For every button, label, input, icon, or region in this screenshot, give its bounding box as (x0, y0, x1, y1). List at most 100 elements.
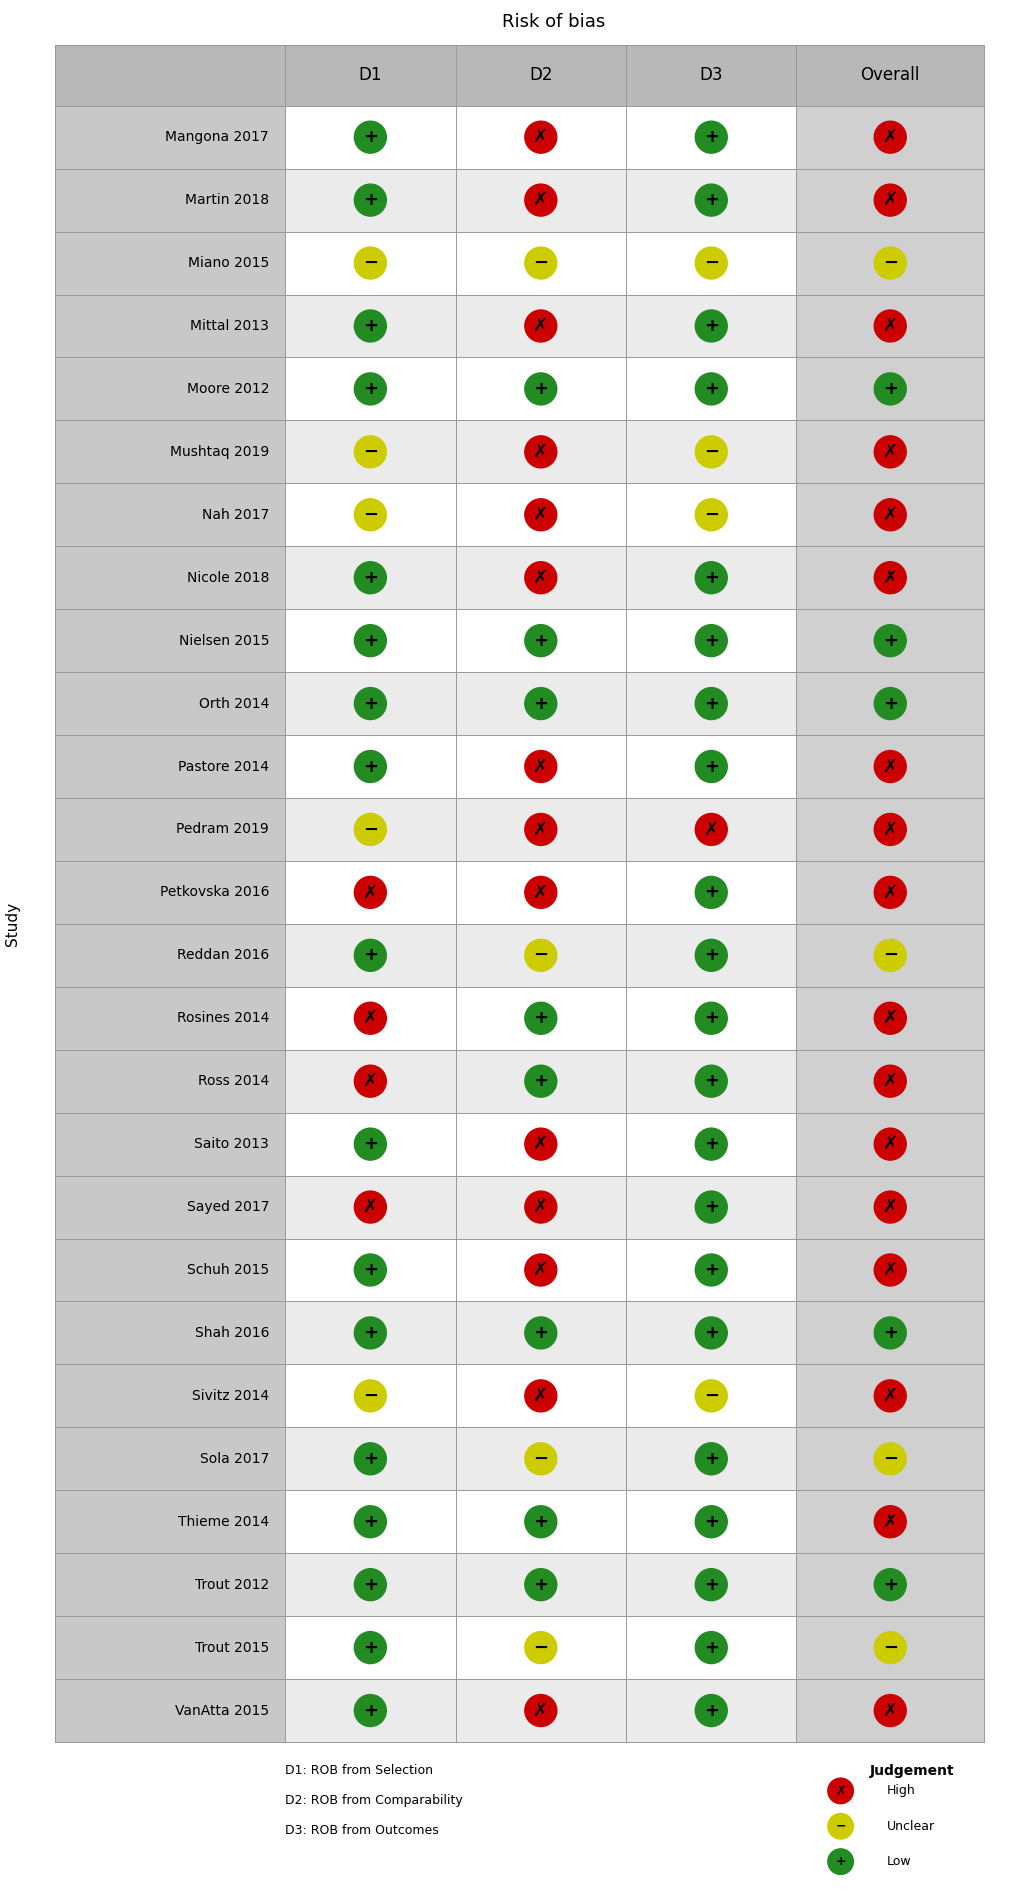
Circle shape (874, 1129, 906, 1161)
Text: −: − (363, 820, 378, 838)
Circle shape (354, 309, 386, 341)
Circle shape (695, 1506, 727, 1538)
Text: −: − (363, 506, 378, 524)
Text: ✗: ✗ (363, 884, 378, 901)
Circle shape (354, 247, 386, 279)
Circle shape (827, 1850, 854, 1874)
Text: +: + (703, 379, 718, 398)
Text: +: + (534, 1009, 548, 1028)
Text: ✗: ✗ (533, 1134, 548, 1153)
Circle shape (525, 1444, 557, 1474)
Circle shape (695, 121, 727, 154)
Text: ✗: ✗ (703, 820, 718, 838)
Text: Nielsen 2015: Nielsen 2015 (179, 634, 269, 647)
Text: +: + (883, 1324, 898, 1341)
Circle shape (354, 1569, 386, 1601)
Circle shape (354, 436, 386, 469)
Text: +: + (534, 1512, 548, 1531)
Circle shape (525, 687, 557, 719)
Text: D1: D1 (358, 66, 382, 83)
Circle shape (874, 436, 906, 469)
Text: D1: ROB from Selection: D1: ROB from Selection (286, 1764, 433, 1777)
Text: +: + (703, 947, 718, 964)
Text: +: + (703, 192, 718, 209)
Text: Petkovska 2016: Petkovska 2016 (159, 886, 269, 899)
Text: +: + (534, 694, 548, 713)
Circle shape (354, 499, 386, 531)
Circle shape (874, 1694, 906, 1726)
Text: Judgement: Judgement (870, 1764, 955, 1777)
Text: +: + (703, 1134, 718, 1153)
Circle shape (525, 1191, 557, 1224)
Text: Schuh 2015: Schuh 2015 (187, 1263, 269, 1277)
Circle shape (695, 1002, 727, 1034)
Text: −: − (883, 1449, 898, 1468)
Circle shape (874, 247, 906, 279)
Circle shape (695, 247, 727, 279)
Text: +: + (703, 129, 718, 146)
Text: Mushtaq 2019: Mushtaq 2019 (170, 444, 269, 459)
Circle shape (695, 1066, 727, 1096)
Text: +: + (363, 1576, 377, 1593)
Text: ✗: ✗ (883, 442, 898, 461)
Text: +: + (883, 694, 898, 713)
Circle shape (525, 1631, 557, 1664)
Text: +: + (363, 694, 377, 713)
Text: −: − (883, 254, 898, 271)
Text: ✗: ✗ (533, 820, 548, 838)
Circle shape (525, 247, 557, 279)
Text: Pastore 2014: Pastore 2014 (178, 759, 269, 774)
Circle shape (695, 1379, 727, 1411)
Circle shape (695, 939, 727, 971)
Text: ✗: ✗ (883, 1387, 898, 1406)
Text: ✗: ✗ (363, 1199, 378, 1216)
Text: Trout 2012: Trout 2012 (195, 1578, 269, 1592)
Circle shape (525, 121, 557, 154)
Text: +: + (534, 1072, 548, 1091)
Circle shape (695, 499, 727, 531)
Circle shape (874, 1002, 906, 1034)
Circle shape (874, 1631, 906, 1664)
Circle shape (525, 751, 557, 782)
Circle shape (354, 1317, 386, 1349)
Text: ✗: ✗ (533, 884, 548, 901)
Circle shape (525, 876, 557, 909)
Text: ✗: ✗ (533, 442, 548, 461)
Circle shape (695, 436, 727, 469)
Text: ✗: ✗ (883, 1072, 898, 1091)
Circle shape (827, 1814, 854, 1838)
Circle shape (525, 1569, 557, 1601)
Text: +: + (534, 632, 548, 649)
Text: +: + (363, 129, 377, 146)
Text: Rosines 2014: Rosines 2014 (177, 1011, 269, 1024)
Text: ✗: ✗ (883, 317, 898, 336)
Circle shape (354, 1444, 386, 1474)
Circle shape (354, 814, 386, 846)
Text: Sivitz 2014: Sivitz 2014 (192, 1389, 269, 1404)
Text: High: High (887, 1785, 916, 1796)
Circle shape (874, 1444, 906, 1474)
Text: ✗: ✗ (533, 129, 548, 146)
Text: ✗: ✗ (883, 820, 898, 838)
Circle shape (695, 751, 727, 782)
Text: Thieme 2014: Thieme 2014 (178, 1514, 269, 1529)
Text: Low: Low (887, 1855, 911, 1869)
Text: Saito 2013: Saito 2013 (195, 1136, 269, 1151)
Text: +: + (703, 1576, 718, 1593)
Text: ✗: ✗ (883, 884, 898, 901)
Text: ✗: ✗ (363, 1009, 378, 1028)
Circle shape (695, 1444, 727, 1474)
Text: −: − (883, 947, 898, 964)
Text: −: − (703, 506, 718, 524)
Circle shape (695, 624, 727, 656)
Circle shape (695, 1191, 727, 1224)
Text: ✗: ✗ (883, 757, 898, 776)
Circle shape (525, 814, 557, 846)
Text: +: + (363, 757, 377, 776)
Text: ✗: ✗ (363, 1072, 378, 1091)
Text: +: + (703, 1199, 718, 1216)
Text: −: − (363, 442, 378, 461)
Circle shape (525, 1317, 557, 1349)
Text: ✗: ✗ (533, 1387, 548, 1406)
Circle shape (525, 1002, 557, 1034)
